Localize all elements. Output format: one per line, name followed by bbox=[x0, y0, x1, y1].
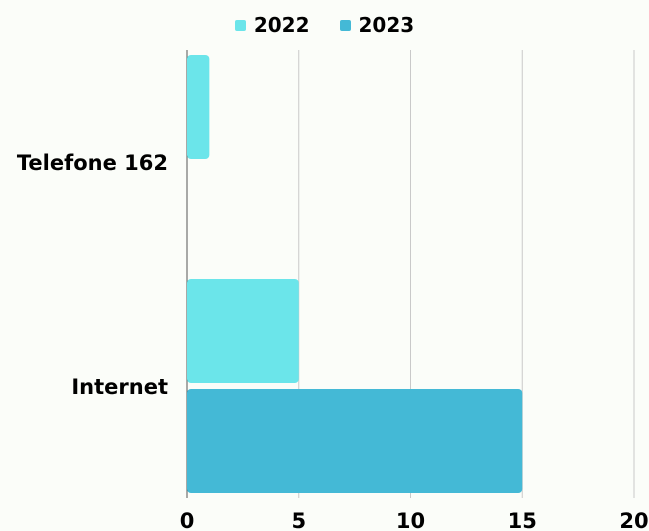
legend-swatch-2022 bbox=[234, 19, 246, 31]
bar-2022-1 bbox=[187, 279, 299, 383]
x-tick-label-0: 0 bbox=[180, 509, 195, 531]
y-category-label-1: Internet bbox=[71, 375, 168, 399]
bar-2022-0 bbox=[187, 55, 210, 159]
legend-label-2022: 2022 bbox=[253, 13, 310, 37]
x-tick-label-10: 10 bbox=[396, 509, 425, 531]
x-tick-label-15: 15 bbox=[508, 509, 537, 531]
y-category-label-0: Telefone 162 bbox=[17, 151, 168, 175]
chart-legend: 2022 2023 bbox=[0, 13, 649, 37]
x-tick-label-20: 20 bbox=[619, 509, 648, 531]
legend-item-2023: 2023 bbox=[339, 13, 415, 37]
x-tick-label-5: 5 bbox=[291, 509, 306, 531]
legend-swatch-2023 bbox=[339, 19, 351, 31]
bar-2023-1 bbox=[187, 389, 523, 493]
legend-label-2023: 2023 bbox=[358, 13, 415, 37]
legend-item-2022: 2022 bbox=[234, 13, 310, 37]
